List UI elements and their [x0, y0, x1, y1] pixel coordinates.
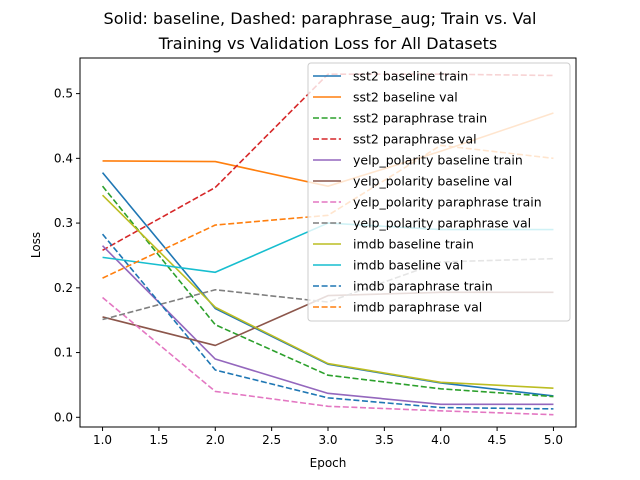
y-tick-label: 0.1 [54, 346, 73, 360]
series-line [102, 296, 554, 416]
legend-label: yelp_polarity baseline val [353, 174, 512, 189]
legend: sst2 baseline train sst2 baseline val sst2… [307, 62, 571, 322]
legend-label: yelp_polarity baseline train [353, 153, 523, 168]
series-line [101, 185, 554, 398]
x-tick-label: 4.5 [488, 433, 507, 447]
x-tick-label: 1.0 [93, 433, 112, 447]
series-line [101, 233, 554, 410]
chart-suptitle: Solid: baseline, Dashed: paraphrase_aug;… [104, 9, 537, 29]
x-tick-label: 4.0 [431, 433, 450, 447]
x-tick-label: 2.0 [206, 433, 225, 447]
x-axis: 1.0 1.5 2.0 2.5 3.0 3.5 4.0 4.5 5.0 [93, 427, 563, 447]
legend-box [307, 62, 571, 322]
x-tick-label: 2.5 [262, 433, 281, 447]
x-tick-label: 3.5 [375, 433, 394, 447]
x-axis-label: Epoch [310, 456, 347, 470]
y-axis: 0.0 0.1 0.2 0.3 0.4 0.5 [54, 87, 80, 424]
legend-label: sst2 paraphrase train [353, 111, 487, 126]
y-tick-label: 0.5 [54, 87, 73, 101]
y-tick-label: 0.0 [54, 410, 73, 424]
chart-title: Training vs Validation Loss for All Data… [158, 34, 497, 53]
x-tick-label: 5.0 [544, 433, 563, 447]
y-tick-label: 0.2 [54, 281, 73, 295]
x-tick-label: 1.5 [149, 433, 168, 447]
x-tick-label: 3.0 [318, 433, 337, 447]
y-axis-label: Loss [29, 232, 43, 258]
legend-label: imdb baseline val [353, 258, 463, 273]
y-tick-label: 0.4 [54, 151, 73, 165]
legend-label: sst2 paraphrase val [353, 132, 477, 147]
legend-label: imdb paraphrase val [353, 300, 482, 315]
y-tick-label: 0.3 [54, 216, 73, 230]
legend-label: yelp_polarity paraphrase val [353, 216, 531, 231]
legend-label: imdb paraphrase train [353, 279, 493, 294]
legend-label: sst2 baseline val [353, 90, 458, 105]
series-line [101, 245, 554, 406]
legend-label: imdb baseline train [353, 237, 474, 252]
legend-label: yelp_polarity paraphrase train [353, 195, 542, 210]
legend-label: sst2 baseline train [353, 69, 468, 84]
series-line [101, 194, 554, 389]
